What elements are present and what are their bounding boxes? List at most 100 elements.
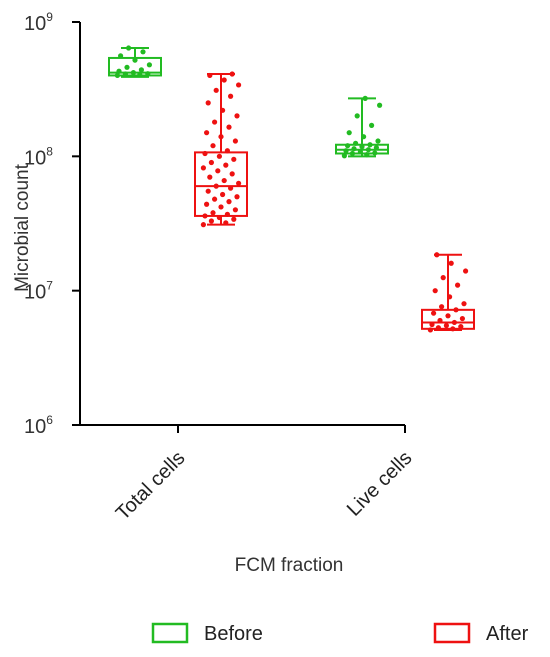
data-point: [138, 67, 144, 73]
legend-swatch: [433, 622, 471, 644]
data-point: [215, 168, 221, 174]
data-point: [130, 70, 136, 76]
data-point: [210, 210, 216, 216]
data-point: [132, 57, 138, 63]
data-point: [216, 214, 222, 221]
data-point: [216, 153, 222, 159]
data-point: [435, 325, 441, 331]
data-point: [341, 153, 347, 159]
data-point: [146, 62, 152, 68]
boxes: [108, 45, 475, 333]
data-point: [453, 307, 459, 313]
data-point: [229, 71, 235, 77]
data-point: [450, 326, 456, 332]
data-point: [220, 107, 226, 113]
data-point: [351, 146, 357, 152]
data-point: [218, 134, 224, 140]
data-point: [434, 252, 440, 258]
data-point: [354, 113, 360, 119]
data-point: [137, 72, 143, 78]
box-group: [194, 71, 248, 228]
data-point: [218, 204, 224, 210]
legend-swatch: [151, 622, 189, 644]
data-point: [448, 260, 454, 266]
data-point: [463, 268, 469, 274]
data-point: [223, 162, 229, 168]
data-point: [431, 310, 437, 316]
data-point: [359, 144, 365, 150]
data-point: [455, 282, 461, 288]
data-point: [231, 156, 237, 162]
data-point: [200, 222, 206, 228]
data-point: [443, 322, 449, 329]
data-point: [362, 95, 368, 101]
data-point: [207, 174, 213, 180]
data-point: [208, 218, 214, 224]
data-point: [346, 130, 352, 136]
legend: Before After: [151, 622, 529, 645]
data-point: [208, 159, 214, 166]
data-point: [445, 313, 451, 319]
data-point: [212, 196, 218, 202]
data-point: [375, 138, 381, 144]
data-point: [372, 150, 378, 156]
data-point: [210, 143, 216, 149]
data-point: [140, 49, 146, 55]
data-point: [373, 145, 379, 151]
data-point: [220, 191, 226, 198]
y-tick-label: 108: [24, 144, 53, 169]
legend-label: After: [486, 623, 529, 645]
data-point: [226, 124, 232, 130]
data-point: [429, 321, 435, 328]
axes: [79, 22, 405, 426]
x-ticks: Total cells Live cells: [112, 425, 417, 525]
x-tick-label: Total cells: [112, 447, 190, 525]
data-point: [461, 301, 467, 307]
data-point: [231, 216, 237, 222]
data-point: [232, 138, 238, 144]
data-point: [212, 119, 218, 125]
data-point: [353, 140, 359, 146]
y-tick-label: 107: [24, 279, 53, 304]
legend-label: Before: [204, 623, 263, 645]
data-point: [205, 188, 211, 194]
data-point: [361, 134, 367, 140]
data-point: [226, 199, 232, 205]
data-point: [377, 102, 383, 108]
x-axis-title: FCM fraction: [235, 555, 344, 576]
data-point: [126, 45, 132, 51]
y-axis-title: Microbial count: [12, 163, 33, 291]
data-point: [459, 315, 465, 322]
data-point: [367, 142, 373, 148]
data-point: [229, 171, 235, 177]
data-point: [207, 72, 213, 79]
data-point: [202, 150, 208, 157]
data-point: [343, 148, 349, 154]
data-point: [365, 147, 371, 153]
data-point: [213, 183, 219, 189]
data-point: [221, 177, 227, 184]
data-point: [364, 152, 370, 158]
data-point: [213, 87, 219, 93]
data-point: [114, 72, 120, 79]
data-point: [204, 201, 210, 207]
data-point: [116, 68, 122, 74]
box-group: [335, 95, 389, 159]
data-point: [437, 317, 443, 324]
data-point: [345, 143, 351, 149]
y-tick-label: 106: [24, 413, 53, 438]
data-point: [458, 324, 464, 330]
data-point: [234, 113, 240, 119]
data-point: [369, 122, 375, 128]
data-point: [439, 304, 445, 310]
y-tick-label: 109: [24, 10, 53, 35]
data-point: [232, 207, 238, 213]
data-point: [221, 77, 227, 83]
box-group: [421, 252, 475, 333]
y-ticks: 106 107 108 109: [24, 10, 80, 438]
data-point: [205, 100, 211, 106]
data-point: [122, 71, 128, 77]
data-point: [224, 211, 230, 217]
data-point: [440, 275, 446, 281]
